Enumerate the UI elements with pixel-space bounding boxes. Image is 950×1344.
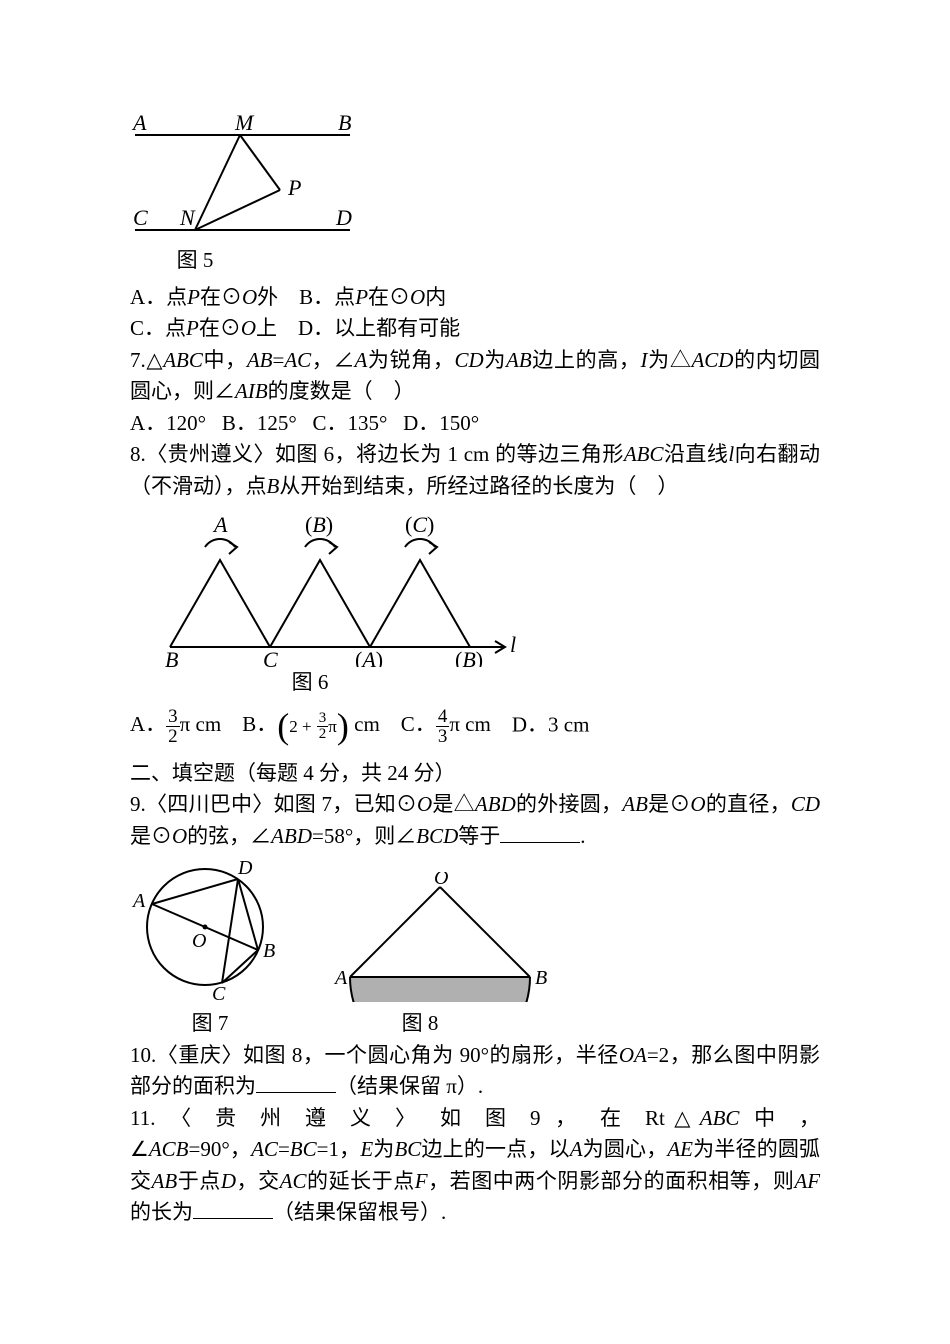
q11-text: 11. 〈 贵 州 遵 义 〉 如 图 9 ， 在 Rt△ABC 中 ， ∠AC…: [130, 1103, 820, 1229]
opt-a: A．点P在⊙O外: [130, 285, 278, 309]
q11-blank: [193, 1198, 273, 1219]
q7-opt-a: A．120°: [130, 411, 206, 435]
q8-options: A．32π cm B．(2 + 32π) cm C．43π cm D．3 cm: [130, 707, 820, 746]
options-row-1: A．点P在⊙O外 B．点P在⊙O内: [130, 282, 820, 314]
q9-text: 9.〈四川巴中〉如图 7，已知⊙O是△ABD的外接圆，AB是⊙O的直径，CD是⊙…: [130, 789, 820, 852]
svg-text:N: N: [179, 205, 196, 230]
svg-text:(A): (A): [355, 647, 383, 667]
q8-opt-b: B．(2 + 32π) cm: [242, 712, 385, 736]
svg-text:C: C: [133, 205, 148, 230]
fig8-caption: 图 8: [330, 1008, 510, 1040]
svg-text:P: P: [287, 175, 301, 200]
figures-7-8: A D O B C O A B: [130, 852, 820, 1002]
svg-text:O: O: [434, 872, 448, 889]
section-2-header: 二、填空题（每题 4 分，共 24 分）: [130, 758, 820, 790]
svg-text:(B): (B): [305, 512, 333, 537]
q11-rest: ∠ACB=90°，AC=BC=1，E为BC边上的一点，以A为圆心，AE为半径的圆…: [130, 1134, 820, 1229]
svg-text:B: B: [165, 647, 178, 667]
q7-opt-d: D．150°: [403, 411, 479, 435]
q8-text: 8.〈贵州遵义〉如图 6，将边长为 1 cm 的等边三角形ABC沿直线l向右翻动…: [130, 439, 820, 502]
q7-opt-c: C．135°: [312, 411, 387, 435]
svg-text:D: D: [335, 205, 352, 230]
q11-line1: 11. 〈 贵 州 遵 义 〉 如 图 9 ， 在 Rt△ABC 中 ，: [130, 1103, 820, 1135]
q10-blank: [256, 1072, 336, 1093]
q8-opt-c: C．43π cm: [401, 712, 496, 736]
q10-text: 10.〈重庆〉如图 8，一个圆心角为 90°的扇形，半径OA=2，那么图中阴影部…: [130, 1040, 820, 1103]
svg-text:C: C: [263, 647, 278, 667]
figure-5: A M B P C N D 图 5: [130, 115, 820, 277]
svg-text:O: O: [192, 930, 206, 952]
q7-options: A．120° B．125° C．135° D．150°: [130, 408, 820, 440]
figure-8: O A B: [330, 872, 550, 1002]
svg-text:(B): (B): [455, 647, 483, 667]
q7-text: 7.△ABC中，AB=AC，∠A为锐角，CD为AB边上的高，I为△ACD的内切圆…: [130, 345, 820, 408]
opt-c: C．点P在⊙O上: [130, 316, 277, 340]
svg-text:D: D: [237, 857, 253, 879]
fig7-caption: 图 7: [130, 1008, 290, 1040]
q8-opt-d: D．3 cm: [512, 712, 590, 736]
svg-text:A: A: [131, 890, 146, 912]
svg-text:A: A: [333, 967, 348, 989]
svg-text:B: B: [338, 115, 351, 135]
fig6-svg: A (B) (C) B C (A) (B) l: [160, 507, 530, 667]
svg-text:B: B: [535, 967, 547, 989]
fig78-captions: 图 7 图 8: [130, 1008, 820, 1040]
svg-text:A: A: [212, 512, 228, 537]
fig5-svg: A M B P C N D: [130, 115, 360, 245]
svg-text:A: A: [131, 115, 147, 135]
svg-text:M: M: [234, 115, 255, 135]
svg-text:(C): (C): [405, 512, 434, 537]
q7-opt-b: B．125°: [222, 411, 297, 435]
q8-opt-a: A．32π cm: [130, 712, 226, 736]
svg-text:l: l: [510, 632, 516, 657]
fig6-caption: 图 6: [160, 667, 460, 699]
q9-blank: [500, 822, 580, 843]
opt-d: D．以上都有可能: [298, 316, 460, 340]
fig5-caption: 图 5: [80, 245, 310, 277]
figure-6: A (B) (C) B C (A) (B) l 图 6: [160, 507, 820, 699]
opt-b: B．点P在⊙O内: [299, 285, 446, 309]
options-row-2: C．点P在⊙O上 D．以上都有可能: [130, 313, 820, 345]
svg-text:C: C: [212, 983, 226, 1002]
svg-text:B: B: [263, 940, 275, 962]
figure-7: A D O B C: [130, 852, 290, 1002]
